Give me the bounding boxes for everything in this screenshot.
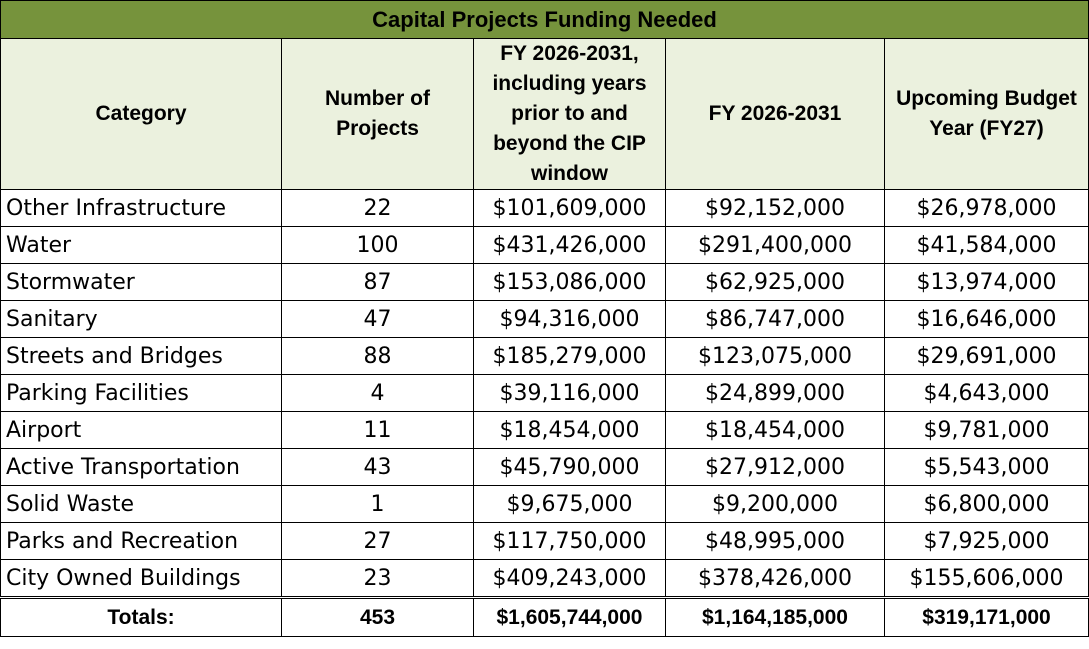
project-count-cell: 23 (281, 559, 474, 598)
table-row: Water 100 $431,426,000 $291,400,000 $41,… (0, 226, 1089, 264)
table-row: Sanitary 47 $94,316,000 $86,747,000 $16,… (0, 300, 1089, 338)
budget-year-cell: $29,691,000 (883, 337, 1089, 375)
category-cell: Airport (0, 411, 282, 449)
window-funding-cell: $123,075,000 (665, 337, 885, 375)
total-funding-cell: $431,426,000 (473, 226, 666, 264)
totals-row: Totals: 453 $1,605,744,000 $1,164,185,00… (0, 596, 1089, 637)
total-funding-cell: $94,316,000 (473, 300, 666, 338)
category-cell: Active Transportation (0, 448, 282, 486)
category-cell: Parks and Recreation (0, 522, 282, 560)
window-funding-cell: $9,200,000 (665, 485, 885, 523)
window-funding-cell: $86,747,000 (665, 300, 885, 338)
category-cell: Sanitary (0, 300, 282, 338)
totals-label: Totals: (0, 596, 282, 637)
table-row: Stormwater 87 $153,086,000 $62,925,000 $… (0, 263, 1089, 301)
category-cell: Stormwater (0, 263, 282, 301)
table-row: Airport 11 $18,454,000 $18,454,000 $9,78… (0, 411, 1089, 449)
budget-year-cell: $9,781,000 (883, 411, 1089, 449)
project-count-cell: 4 (281, 374, 474, 412)
project-count-cell: 47 (281, 300, 474, 338)
total-funding-cell: $45,790,000 (473, 448, 666, 486)
category-cell: City Owned Buildings (0, 559, 282, 598)
budget-year-cell: $26,978,000 (883, 189, 1089, 227)
window-funding-cell: $378,426,000 (665, 559, 885, 598)
window-funding-cell: $48,995,000 (665, 522, 885, 560)
totals-total-funding: $1,605,744,000 (473, 596, 666, 637)
project-count-cell: 88 (281, 337, 474, 375)
window-funding-cell: $92,152,000 (665, 189, 885, 227)
total-funding-cell: $185,279,000 (473, 337, 666, 375)
budget-year-cell: $16,646,000 (883, 300, 1089, 338)
window-funding-cell: $291,400,000 (665, 226, 885, 264)
category-cell: Parking Facilities (0, 374, 282, 412)
project-count-cell: 43 (281, 448, 474, 486)
totals-budget-year: $319,171,000 (883, 596, 1089, 637)
total-funding-cell: $409,243,000 (473, 559, 666, 598)
total-funding-cell: $18,454,000 (473, 411, 666, 449)
header-fy-total-including-prior: FY 2026-2031, including years prior to a… (473, 38, 666, 190)
project-count-cell: 100 (281, 226, 474, 264)
table-row: Parks and Recreation 27 $117,750,000 $48… (0, 522, 1089, 560)
totals-window-funding: $1,164,185,000 (665, 596, 885, 637)
window-funding-cell: $24,899,000 (665, 374, 885, 412)
table-row: Parking Facilities 4 $39,116,000 $24,899… (0, 374, 1089, 412)
category-cell: Solid Waste (0, 485, 282, 523)
table-row: City Owned Buildings 23 $409,243,000 $37… (0, 559, 1089, 598)
table-title: Capital Projects Funding Needed (0, 0, 1089, 39)
header-fy-2026-2031: FY 2026-2031 (665, 38, 885, 190)
window-funding-cell: $27,912,000 (665, 448, 885, 486)
project-count-cell: 87 (281, 263, 474, 301)
budget-year-cell: $7,925,000 (883, 522, 1089, 560)
header-category: Category (0, 38, 282, 190)
project-count-cell: 1 (281, 485, 474, 523)
window-funding-cell: $62,925,000 (665, 263, 885, 301)
header-upcoming-budget-year: Upcoming Budget Year (FY27) (883, 38, 1089, 190)
total-funding-cell: $9,675,000 (473, 485, 666, 523)
total-funding-cell: $39,116,000 (473, 374, 666, 412)
header-number-of-projects: Number of Projects (281, 38, 474, 190)
category-cell: Other Infrastructure (0, 189, 282, 227)
table-row: Active Transportation 43 $45,790,000 $27… (0, 448, 1089, 486)
header-row: Category Number of Projects FY 2026-2031… (0, 38, 1089, 190)
table-row: Other Infrastructure 22 $101,609,000 $92… (0, 189, 1089, 227)
project-count-cell: 11 (281, 411, 474, 449)
totals-project-count: 453 (281, 596, 474, 637)
category-cell: Water (0, 226, 282, 264)
budget-year-cell: $4,643,000 (883, 374, 1089, 412)
total-funding-cell: $117,750,000 (473, 522, 666, 560)
total-funding-cell: $153,086,000 (473, 263, 666, 301)
budget-year-cell: $6,800,000 (883, 485, 1089, 523)
project-count-cell: 27 (281, 522, 474, 560)
window-funding-cell: $18,454,000 (665, 411, 885, 449)
budget-year-cell: $41,584,000 (883, 226, 1089, 264)
table-row: Streets and Bridges 88 $185,279,000 $123… (0, 337, 1089, 375)
project-count-cell: 22 (281, 189, 474, 227)
category-cell: Streets and Bridges (0, 337, 282, 375)
table-row: Solid Waste 1 $9,675,000 $9,200,000 $6,8… (0, 485, 1089, 523)
budget-year-cell: $155,606,000 (883, 559, 1089, 598)
title-row: Capital Projects Funding Needed (0, 0, 1089, 39)
budget-year-cell: $13,974,000 (883, 263, 1089, 301)
budget-year-cell: $5,543,000 (883, 448, 1089, 486)
total-funding-cell: $101,609,000 (473, 189, 666, 227)
